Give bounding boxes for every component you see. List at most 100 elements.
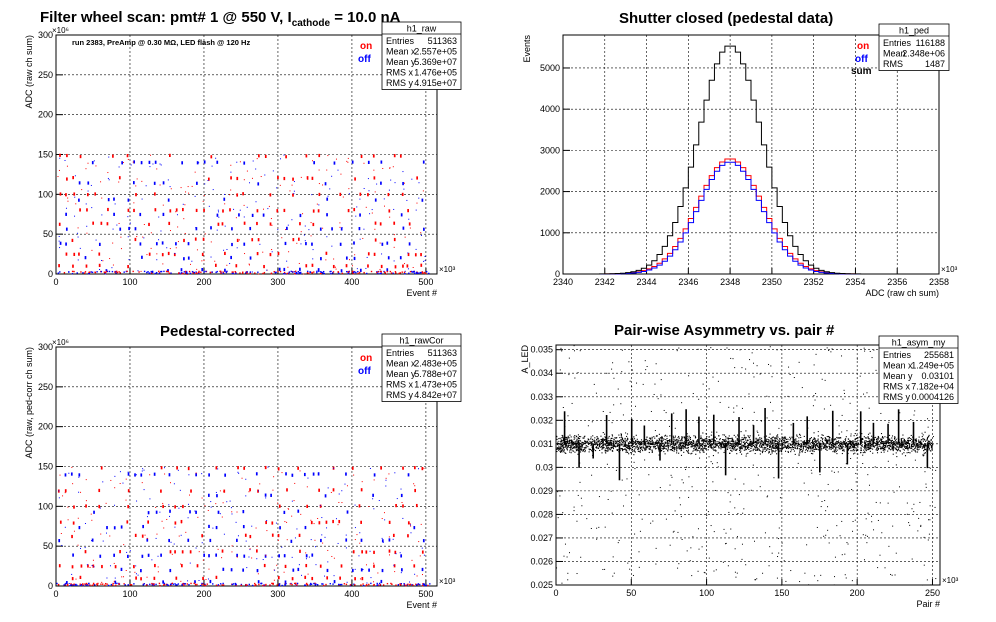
off-point <box>195 510 197 514</box>
baseline-point <box>357 272 359 275</box>
band-point <box>607 439 609 441</box>
band-point <box>574 441 576 443</box>
band-point <box>822 442 824 444</box>
band-point <box>556 438 558 440</box>
baseline-point <box>175 584 177 586</box>
band-point <box>579 438 581 440</box>
sparse-point <box>306 486 308 488</box>
band-point <box>845 445 847 447</box>
sparse-point <box>415 209 417 211</box>
on-point <box>264 154 267 159</box>
band-point <box>613 441 615 443</box>
band-point <box>918 448 920 450</box>
off-point <box>203 553 205 557</box>
band-point <box>635 439 637 442</box>
band-point <box>695 441 697 443</box>
band-point <box>644 441 646 443</box>
band-point <box>868 445 870 447</box>
on-point <box>392 533 395 538</box>
band-point <box>804 442 806 444</box>
band-point <box>711 438 713 440</box>
band-point <box>722 441 724 443</box>
sparse-point <box>373 479 375 481</box>
off-point <box>249 256 252 260</box>
band-point <box>841 447 843 449</box>
sparse-point <box>133 202 135 204</box>
band-point <box>744 436 746 438</box>
band-point <box>727 443 729 445</box>
band-point <box>741 439 743 441</box>
sparse-point <box>78 491 80 493</box>
off-point <box>400 213 403 217</box>
baseline-point <box>309 582 312 585</box>
band-point <box>765 444 767 446</box>
off-point <box>231 227 233 231</box>
sparse-point <box>291 184 293 186</box>
sparse-point <box>389 216 391 218</box>
off-point <box>217 510 220 514</box>
band-point <box>621 448 623 450</box>
baseline-point <box>220 272 222 274</box>
baseline-point <box>313 271 315 273</box>
sparse-point <box>127 158 129 160</box>
band-point <box>738 447 740 449</box>
band-point <box>574 443 576 445</box>
band-point <box>877 436 880 438</box>
sparse-point <box>198 551 200 553</box>
sparse-point <box>244 253 246 255</box>
off-point <box>333 580 336 584</box>
baseline-point <box>80 271 82 273</box>
band-point <box>739 449 741 452</box>
sparse-point <box>271 249 273 251</box>
band-point <box>611 443 613 445</box>
baseline-point <box>232 271 234 273</box>
sparse-point <box>394 182 396 184</box>
on-point <box>73 252 76 256</box>
band-point <box>594 450 597 452</box>
band-point <box>848 441 850 443</box>
band-point <box>876 437 878 439</box>
baseline-point <box>365 584 368 586</box>
band-point <box>822 434 824 436</box>
off-point <box>351 160 354 164</box>
baseline-point <box>345 583 348 586</box>
band-point <box>813 442 815 445</box>
sparse-point <box>134 571 136 573</box>
band-point <box>912 446 914 448</box>
on-point <box>133 565 135 569</box>
band-point <box>659 439 661 441</box>
band-point <box>844 438 846 440</box>
band-point <box>799 449 801 451</box>
band-point <box>585 442 587 445</box>
on-point <box>373 550 375 554</box>
band-point <box>810 437 812 439</box>
off-point <box>292 568 295 572</box>
chart2-xtick-label: 2346 <box>678 277 698 287</box>
band-point <box>839 437 841 439</box>
band-point <box>667 446 669 449</box>
band-point <box>906 446 908 448</box>
band-point <box>751 446 753 448</box>
sparse-point <box>365 206 367 208</box>
band-point <box>768 451 770 453</box>
sparse-point <box>173 483 175 485</box>
baseline-point <box>329 270 331 273</box>
band-point <box>766 438 768 440</box>
band-point <box>694 447 696 449</box>
chart1-ylabel: ADC (raw ch sum) <box>24 35 34 109</box>
sparse-point <box>369 467 371 469</box>
sparse-point <box>71 466 73 468</box>
chart1-ytick-label: 250 <box>38 70 53 80</box>
band-point <box>813 437 815 439</box>
band-point <box>920 444 922 446</box>
band-point <box>637 450 639 452</box>
baseline-point <box>284 583 286 586</box>
baseline-point <box>299 271 301 274</box>
sparse-point <box>267 208 269 210</box>
band-point <box>640 439 643 441</box>
band-point <box>831 446 833 448</box>
band-point <box>571 443 573 445</box>
off-point <box>279 526 281 530</box>
sparse-point <box>402 517 404 519</box>
baseline-point <box>87 272 90 275</box>
